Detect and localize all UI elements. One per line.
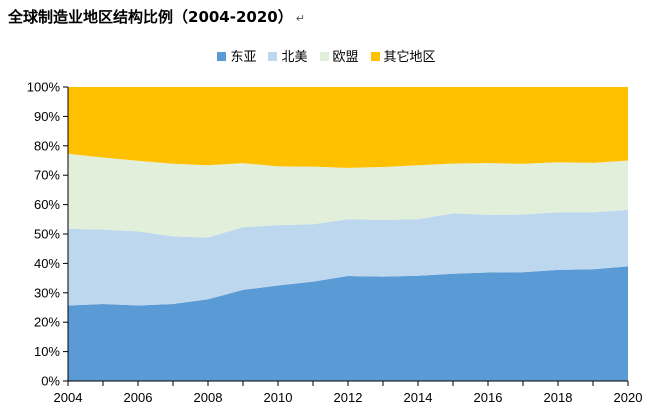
x-tick-label: 2014 — [404, 390, 433, 405]
y-tick-label: 20% — [34, 315, 60, 330]
y-tick-label: 10% — [34, 344, 60, 359]
legend-swatch — [319, 52, 329, 61]
area-series-1 — [68, 209, 628, 306]
x-tick-label: 2012 — [334, 390, 363, 405]
legend-item-2: 欧盟 — [319, 46, 359, 65]
legend-label: 北美 — [281, 50, 308, 65]
x-tick-label: 2010 — [264, 390, 293, 405]
y-tick-label: 100% — [27, 80, 61, 95]
y-tick-label: 80% — [34, 138, 60, 153]
area-series-0 — [68, 266, 628, 381]
x-tick-label: 2020 — [614, 390, 643, 405]
y-tick-label: 40% — [34, 256, 60, 271]
y-tick-label: 50% — [34, 227, 60, 242]
x-tick-label: 2008 — [194, 390, 223, 405]
return-mark-icon: ↵ — [295, 12, 305, 25]
y-tick-label: 90% — [34, 109, 60, 124]
legend-item-3: 其它地区 — [370, 46, 436, 65]
legend-item-1: 北美 — [268, 46, 308, 65]
legend-swatch — [268, 52, 278, 61]
legend-label: 欧盟 — [332, 50, 359, 65]
y-tick-label: 70% — [34, 168, 60, 183]
y-tick-label: 30% — [34, 285, 60, 300]
y-tick-label: 0% — [41, 374, 60, 389]
legend-item-0: 东亚 — [217, 46, 256, 65]
chart-title-text: 全球制造业地区结构比例（2004-2020） — [8, 8, 293, 26]
legend-label: 东亚 — [230, 50, 257, 65]
legend-swatch — [217, 52, 227, 61]
chart-title: 全球制造业地区结构比例（2004-2020） ↵ — [8, 6, 305, 27]
x-tick-label: 2018 — [544, 390, 573, 405]
y-tick-label: 60% — [34, 197, 60, 212]
area-series-2 — [68, 153, 628, 238]
legend-swatch — [370, 52, 380, 61]
x-tick-label: 2016 — [474, 390, 503, 405]
x-tick-label: 2006 — [124, 390, 153, 405]
legend-label: 其它地区 — [383, 50, 436, 65]
x-tick-label: 2004 — [54, 390, 83, 405]
chart-legend: 东亚 北美 欧盟 其它地区 — [0, 46, 653, 65]
area-series-3 — [68, 87, 628, 168]
